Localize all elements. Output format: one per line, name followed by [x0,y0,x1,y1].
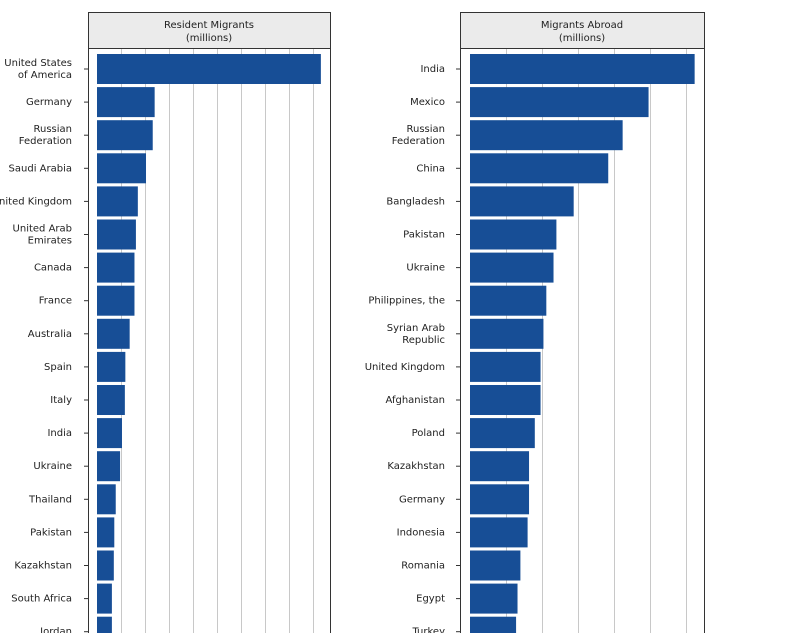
bar [470,285,547,316]
panel-header [460,12,705,49]
bar [97,583,112,614]
category-label: Poland [412,428,445,439]
bar [97,484,116,515]
bar [97,54,321,84]
category-label: Spain [44,362,72,373]
bar [470,451,530,482]
category-label: France [39,296,72,307]
panel-subtitle: (millions) [559,33,605,44]
bar [97,186,138,217]
category-label: India [47,428,72,439]
category-label: Kazakhstan [387,461,445,472]
bar [470,54,695,84]
category-label: Syrian Arab Republic [387,323,445,346]
bar [470,385,541,415]
category-label: Pakistan [30,527,72,538]
category-label: Mexico [410,97,445,108]
category-label: Russian Federation [19,124,72,147]
bar [97,385,125,415]
bar [97,219,136,250]
bar [97,120,153,151]
bar [97,252,135,283]
bar [470,351,541,382]
bar [470,120,623,151]
bar [470,517,528,548]
bar [470,318,544,349]
category-label: Bangladesh [386,196,445,207]
panel-header [88,12,331,49]
category-label: Italy [50,395,72,406]
category-label: United Arab Emirates [13,224,72,247]
category-label: Germany [399,494,445,505]
category-label: United Kingdom [0,196,72,207]
category-label: Afghanistan [385,395,445,406]
bar [97,550,114,581]
bar [97,351,126,382]
category-label: Pakistan [403,230,445,241]
category-label: Indonesia [397,527,445,538]
category-label: China [416,163,445,174]
category-label: Germany [26,97,72,108]
category-label: Russian Federation [392,124,445,147]
panel-title: Resident Migrants [164,20,254,31]
bar [470,418,535,449]
bar [470,252,554,283]
panel-subtitle: (millions) [186,33,232,44]
category-label: Egypt [416,594,445,605]
bar [470,484,530,515]
bar [470,87,649,118]
bar [97,451,121,482]
category-label: South Africa [11,594,72,605]
category-label: Philippines, the [368,296,445,307]
category-label: Saudi Arabia [9,163,72,174]
bar [97,87,155,118]
category-label: United States of America [4,58,72,81]
bar [470,550,521,581]
category-label: India [420,64,445,75]
bar [470,616,517,633]
category-label: Romania [401,561,445,572]
bar [470,153,609,184]
bar [97,418,122,449]
category-label: Canada [34,263,72,274]
bar [97,153,147,184]
category-label: Thailand [28,494,72,505]
category-label: Ukraine [406,263,445,274]
category-label: United Kingdom [365,362,445,373]
bar [97,285,135,316]
category-label: Jordan [39,627,72,633]
panel-title: Migrants Abroad [541,20,623,31]
bar [97,616,112,633]
bar [97,517,115,548]
category-label: Turkey [411,627,445,633]
category-label: Kazakhstan [14,561,72,572]
category-label: Ukraine [33,461,72,472]
bar [470,219,557,250]
bar [97,318,130,349]
bar [470,583,518,614]
category-label: Australia [28,329,72,340]
bar [470,186,574,217]
